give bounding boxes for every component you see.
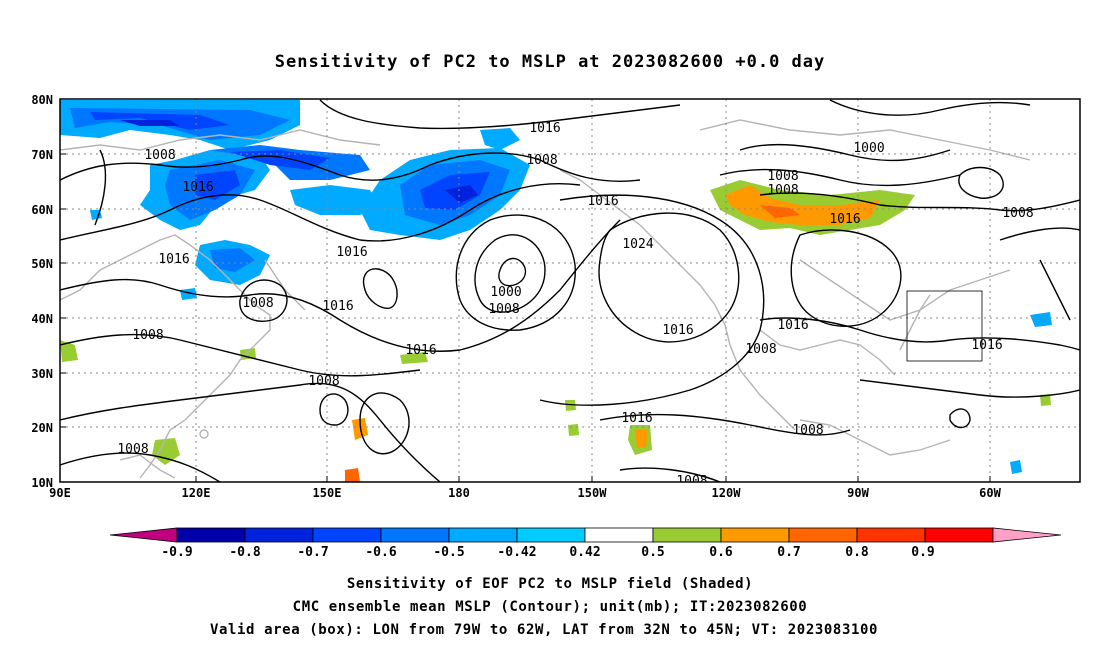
contour-label: 1016 xyxy=(829,212,860,227)
coastlines xyxy=(60,119,1031,479)
y-tick-label: 40N xyxy=(31,312,53,326)
colorbar-swatch xyxy=(788,527,858,543)
colorbar-swatch xyxy=(584,527,654,543)
colorbar-swatch xyxy=(448,527,518,543)
caption: Sensitivity of EOF PC2 to MSLP field (Sh… xyxy=(210,576,878,638)
contour-label: 1008 xyxy=(144,148,175,163)
colorbar xyxy=(109,527,1062,543)
y-tick-label: 80N xyxy=(31,93,53,107)
contour-label: 1016 xyxy=(777,318,808,333)
contour-label: 1016 xyxy=(971,338,1002,353)
contour-label: 1016 xyxy=(621,411,652,426)
colorbar-swatch xyxy=(516,527,586,543)
colorbar-swatch xyxy=(720,527,790,543)
contour-label: 1016 xyxy=(529,121,560,136)
contour-label: 1008 xyxy=(767,183,798,198)
colorbar-label: 0.9 xyxy=(911,545,934,560)
colorbar-label: -0.6 xyxy=(365,545,396,560)
colorbar-labels: -0.9 -0.8 -0.7 -0.6 -0.5 -0.42 0.42 0.5 … xyxy=(161,545,934,560)
contour-label: 1016 xyxy=(405,343,436,358)
contour-label: 1000 xyxy=(490,285,521,300)
x-tick-label: 90W xyxy=(847,486,869,500)
contour-label: 1008 xyxy=(767,169,798,184)
colorbar-label: 0.6 xyxy=(709,545,733,560)
y-tick-label: 50N xyxy=(31,257,53,271)
y-tick-label: 10N xyxy=(31,476,53,490)
y-tick-label: 30N xyxy=(31,367,53,381)
colorbar-label: -0.9 xyxy=(161,545,192,560)
colorbar-label: -0.42 xyxy=(497,545,536,560)
figure-title: Sensitivity of PC2 to MSLP at 2023082600… xyxy=(275,52,826,72)
x-tick-label: 120E xyxy=(182,486,211,500)
mslp-contours xyxy=(60,99,1080,482)
y-tick-label: 20N xyxy=(31,421,53,435)
colorbar-label: 0.8 xyxy=(845,545,869,560)
colorbar-swatch xyxy=(652,527,722,543)
lat-lon-grid xyxy=(60,99,1080,482)
colorbar-swatch xyxy=(244,527,314,543)
contour-label: 1008 xyxy=(526,153,557,168)
axis-ticks xyxy=(60,98,991,483)
x-tick-label: 60W xyxy=(979,486,1001,500)
y-tick-label: 60N xyxy=(31,203,53,217)
contour-label: 1024 xyxy=(622,237,653,252)
contour-label: 1008 xyxy=(242,296,273,311)
colorbar-swatch xyxy=(856,527,926,543)
contour-label: 1016 xyxy=(662,323,693,338)
contour-label: 1016 xyxy=(322,299,353,314)
colorbar-label: -0.7 xyxy=(297,545,328,560)
x-tick-label: 150E xyxy=(313,486,342,500)
x-tick-label: 150W xyxy=(578,486,608,500)
y-tick-label: 70N xyxy=(31,148,53,162)
contour-label: 1008 xyxy=(792,423,823,438)
contour-label: 1008 xyxy=(1002,206,1033,221)
colorbar-label: 0.7 xyxy=(777,545,800,560)
contour-label: 1016 xyxy=(158,252,189,267)
contour-label: 1008 xyxy=(117,442,148,457)
contour-label: 1008 xyxy=(132,328,163,343)
caption-line-2: CMC ensemble mean MSLP (Contour); unit(m… xyxy=(293,599,808,615)
contour-labels: 1016 1008 1016 1008 1016 1008 1016 1008 … xyxy=(117,121,1033,489)
x-tick-label: 120W xyxy=(712,486,742,500)
contour-label: 1016 xyxy=(587,194,618,209)
x-tick-label: 180 xyxy=(448,486,470,500)
colorbar-swatch xyxy=(176,527,246,543)
colorbar-label: -0.8 xyxy=(229,545,260,560)
colorbar-swatch xyxy=(924,527,994,543)
colorbar-low-arrow xyxy=(109,527,178,543)
colorbar-swatch xyxy=(380,527,450,543)
contour-label: 1008 xyxy=(488,302,519,317)
plot-frame xyxy=(59,98,1081,483)
contour-label: 1008 xyxy=(745,342,776,357)
colorbar-label: 0.42 xyxy=(569,545,600,560)
contour-label: 1008 xyxy=(676,474,707,489)
caption-line-3: Valid area (box): LON from 79W to 62W, L… xyxy=(210,622,878,638)
x-tick-label: 90E xyxy=(49,486,71,500)
colorbar-swatch xyxy=(312,527,382,543)
map-plot-area: 1016 1008 1016 1008 1016 1008 1016 1008 … xyxy=(60,99,1080,489)
caption-line-1: Sensitivity of EOF PC2 to MSLP field (Sh… xyxy=(347,576,753,592)
contour-label: 1016 xyxy=(336,245,367,260)
y-axis-labels: 80N 70N 60N 50N 40N 30N 20N 10N xyxy=(31,93,53,490)
colorbar-high-arrow xyxy=(992,527,1062,543)
x-axis-labels: 90E 120E 150E 180 150W 120W 90W 60W xyxy=(49,486,1001,500)
colorbar-label: -0.5 xyxy=(433,545,464,560)
valid-area-box xyxy=(906,290,983,362)
contour-label: 1000 xyxy=(853,141,884,156)
colorbar-label: 0.5 xyxy=(641,545,664,560)
contour-label: 1008 xyxy=(308,374,339,389)
contour-label: 1016 xyxy=(182,180,213,195)
